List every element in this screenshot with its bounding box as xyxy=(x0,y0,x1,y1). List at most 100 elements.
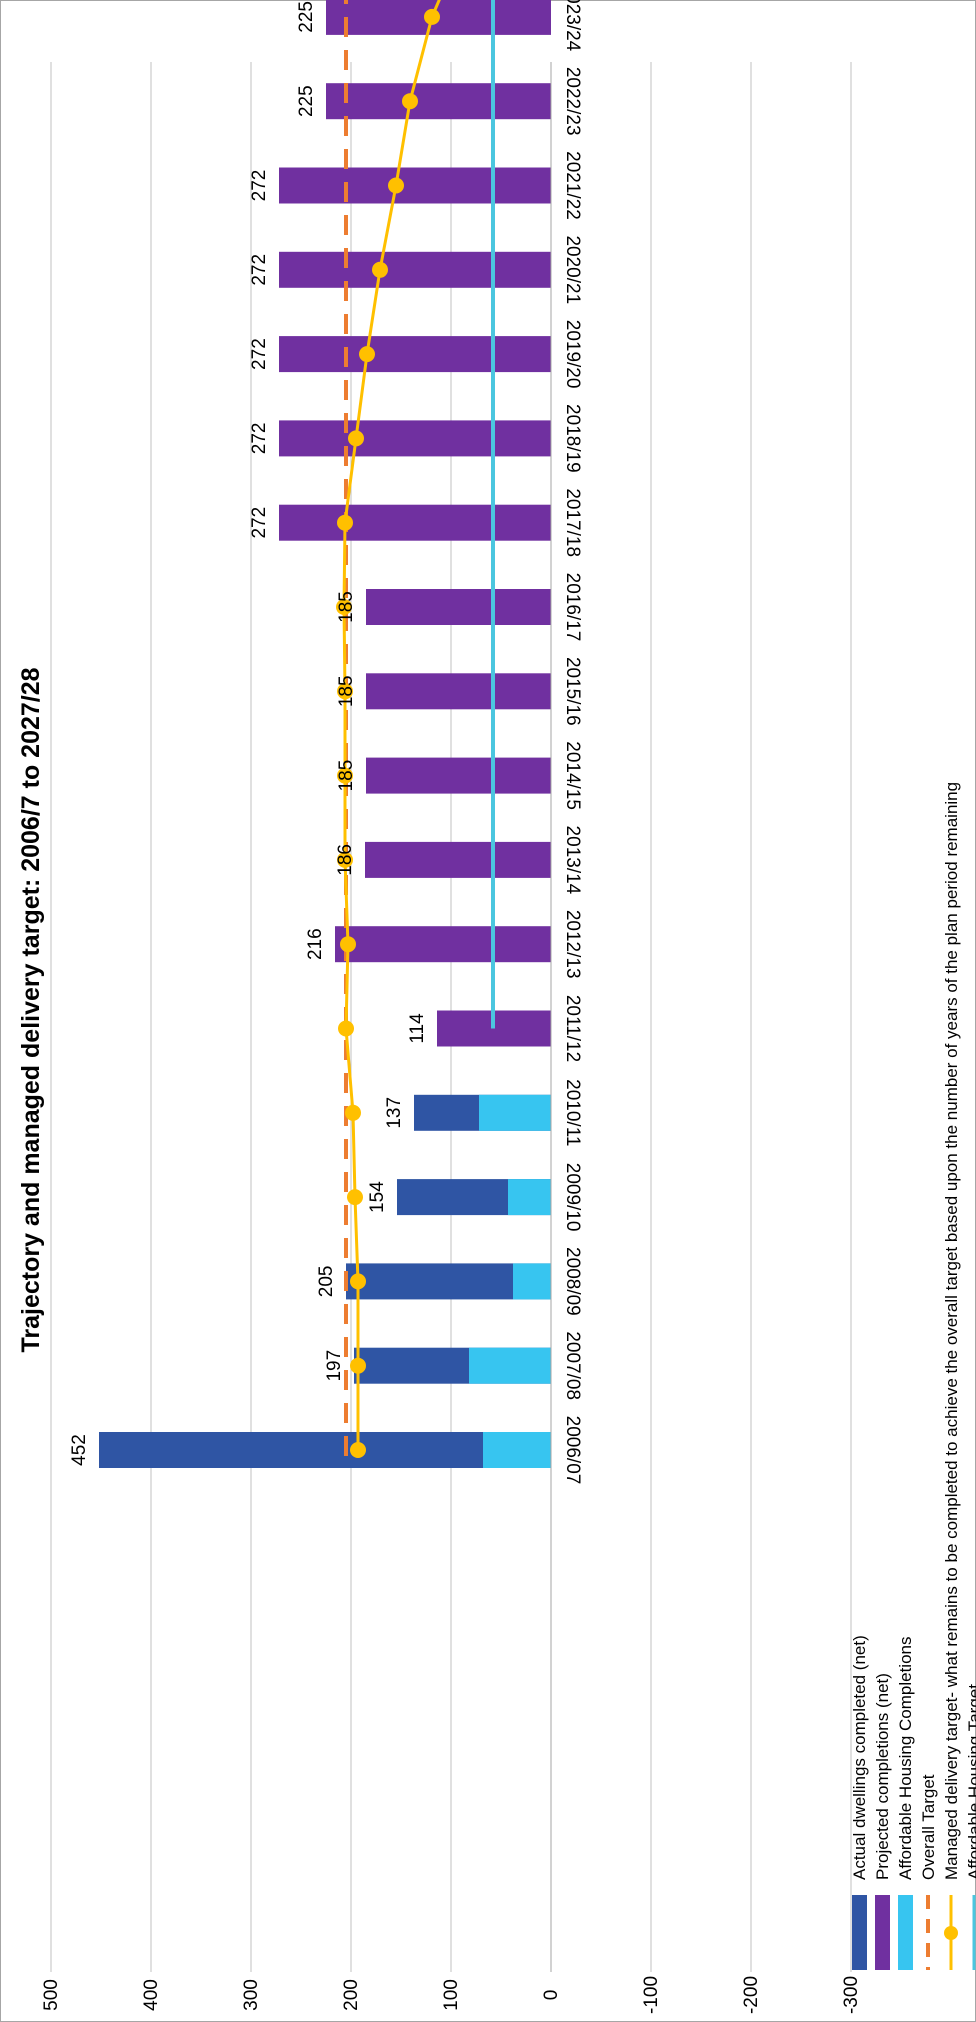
chart-title: Trajectory and managed delivery target: … xyxy=(17,667,45,1352)
projected-bar xyxy=(279,336,551,373)
value-tick-label: 200 xyxy=(341,1979,362,2011)
legend-label: Affordable Housing Target xyxy=(965,1684,976,1880)
managed-delivery-target-point xyxy=(372,261,388,278)
projected-bar xyxy=(279,167,551,204)
category-tick-label: 2017/18 xyxy=(562,488,583,557)
managed-delivery-target-point xyxy=(424,8,440,25)
data-label: 114 xyxy=(407,1013,428,1044)
managed-delivery-target-point xyxy=(350,1442,366,1458)
affordable-bar xyxy=(483,1432,551,1468)
projected-bar xyxy=(326,83,551,120)
legend: Actual dwellings completed (net) Projecte… xyxy=(850,782,976,1970)
data-label: 197 xyxy=(324,1350,345,1382)
value-tick-labels: 500 400 300 200 100 0 -100 -200 -300 xyxy=(41,1976,862,2014)
data-labels: 452 197 205 154 137 114 216 186 185 185 185 272 272 2… xyxy=(69,1,428,1466)
data-label: 272 xyxy=(249,507,270,539)
affordable-bar xyxy=(479,1094,551,1131)
managed-delivery-target-point xyxy=(402,93,418,110)
managed-delivery-target-point xyxy=(337,514,353,531)
managed-delivery-target-point xyxy=(337,851,353,868)
legend-entry: Affordable Housing Completions xyxy=(896,1637,915,1970)
data-label: 185 xyxy=(336,591,357,623)
legend-label: Affordable Housing Completions xyxy=(896,1637,915,1881)
category-tick-label: 2013/14 xyxy=(562,826,583,895)
category-tick-label: 2020/21 xyxy=(562,235,583,304)
legend-swatch xyxy=(852,1895,867,1970)
data-label: 137 xyxy=(384,1097,405,1129)
data-label: 216 xyxy=(305,928,326,960)
legend-marker xyxy=(944,1926,958,1940)
legend-entry: Managed delivery target- what remains to… xyxy=(942,782,961,1970)
managed-delivery-target-point xyxy=(350,1357,366,1374)
legend-label: Managed delivery target- what remains to… xyxy=(942,782,961,1880)
managed-delivery-target-point xyxy=(336,599,352,615)
legend-entry: Actual dwellings completed (net) xyxy=(850,1635,869,1970)
managed-delivery-target-point xyxy=(337,767,353,784)
actual-bar xyxy=(99,1432,551,1468)
projected-bar xyxy=(366,673,551,710)
category-tick-label: 2010/11 xyxy=(562,1079,583,1146)
category-tick-label: 2008/09 xyxy=(562,1247,583,1316)
data-label: 205 xyxy=(316,1266,337,1298)
data-label: 452 xyxy=(69,1434,90,1466)
data-label: 272 xyxy=(249,423,270,455)
data-label: 225 xyxy=(296,85,317,117)
legend-swatch xyxy=(875,1895,890,1970)
affordable-bar xyxy=(469,1347,551,1384)
category-tick-label: 2009/10 xyxy=(562,1163,583,1232)
projected-bar xyxy=(279,420,551,457)
legend-entry: Affordable Housing Target xyxy=(965,1684,976,1970)
data-label: 272 xyxy=(249,338,270,370)
projected-bar xyxy=(365,841,551,878)
managed-delivery-target-point xyxy=(345,1104,361,1121)
category-tick-label: 2021/22 xyxy=(562,151,583,220)
data-label: 154 xyxy=(367,1181,388,1213)
value-tick-label: 100 xyxy=(441,1979,462,2011)
managed-delivery-target-point xyxy=(388,177,404,194)
value-tick-label: -300 xyxy=(841,1976,862,2014)
legend-entry: Overall Target xyxy=(919,1774,938,1970)
data-label: 186 xyxy=(335,844,356,876)
managed-delivery-target-point xyxy=(348,430,364,447)
projected-bar xyxy=(279,504,551,541)
value-tick-label: -100 xyxy=(641,1976,662,2014)
data-label: 272 xyxy=(249,254,270,286)
category-tick-label: 2007/08 xyxy=(562,1331,583,1400)
category-tick-label: 2015/16 xyxy=(562,657,583,726)
category-tick-labels: 2006/07 2007/08 2008/09 2009/10 2010/11 2011/… xyxy=(562,0,583,1484)
value-tick-label: 400 xyxy=(141,1979,162,2011)
data-label: 185 xyxy=(336,675,357,707)
series-lines xyxy=(336,0,495,1458)
legend-swatch xyxy=(898,1895,913,1970)
affordable-bar xyxy=(513,1263,551,1300)
projected-bar xyxy=(366,757,551,794)
managed-delivery-target-point xyxy=(338,1020,354,1037)
projected-bar xyxy=(366,589,551,625)
category-tick-label: 2023/24 xyxy=(562,0,583,52)
managed-delivery-target-line xyxy=(342,0,441,1450)
managed-delivery-target-point xyxy=(340,936,356,953)
value-tick-label: 0 xyxy=(541,1990,562,2001)
managed-delivery-target-point xyxy=(359,346,375,363)
bars xyxy=(99,0,551,1468)
gridlines xyxy=(50,62,852,1972)
value-tick-label: 300 xyxy=(241,1979,262,2011)
category-tick-label: 2018/19 xyxy=(562,404,583,473)
affordable-bar xyxy=(508,1179,551,1216)
data-label: 225 xyxy=(296,1,317,33)
category-tick-label: 2011/12 xyxy=(562,995,583,1062)
category-tick-label: 2012/13 xyxy=(562,910,583,979)
legend-label: Actual dwellings completed (net) xyxy=(850,1635,869,1880)
data-label: 272 xyxy=(249,170,270,202)
category-tick-label: 2016/17 xyxy=(562,573,583,642)
category-tick-label: 2014/15 xyxy=(562,741,583,810)
category-tick-label: 2022/23 xyxy=(562,67,583,136)
value-tick-label: -200 xyxy=(741,1976,762,2014)
projected-bar xyxy=(335,926,551,963)
legend-label: Overall Target xyxy=(919,1774,938,1880)
managed-delivery-target-point xyxy=(350,1273,366,1290)
category-tick-label: 2006/07 xyxy=(562,1416,583,1485)
managed-delivery-target-point xyxy=(347,1189,363,1206)
